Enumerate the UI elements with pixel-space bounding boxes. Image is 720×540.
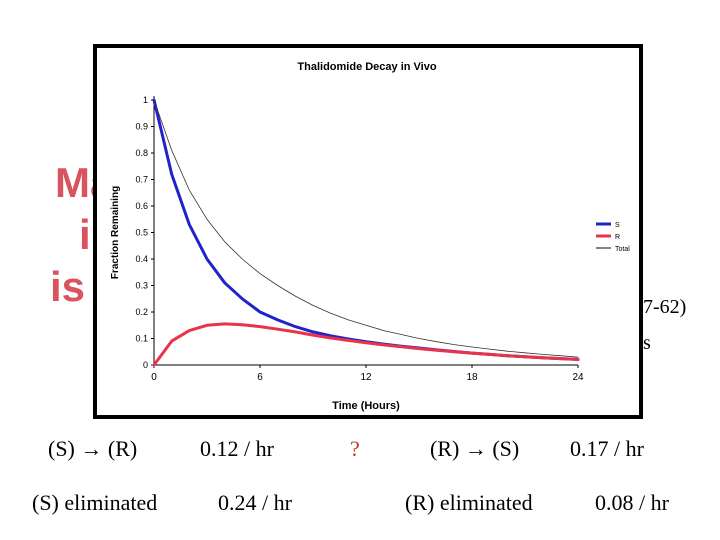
- s-to-r-label: (S) → (R): [48, 436, 138, 461]
- r-to-s-label: (R) → (S): [430, 436, 520, 461]
- reference-fragment: 7-62): [643, 296, 687, 318]
- x-axis-label: Time (Hours): [332, 400, 400, 412]
- y-tick-label: 1: [143, 95, 148, 105]
- s-eliminated-rate: 0.24 / hr: [218, 490, 292, 515]
- x-tick-label: 0: [151, 372, 157, 383]
- chart-panel: 0 0.1 0.2 0.3 0.4 0.5 0.6 0.7 0.8 0.9 1 0 6 12 18 24 Tha…: [97, 48, 639, 415]
- y-tick-label: 0: [143, 360, 148, 370]
- y-tick-label: 0.3: [135, 281, 148, 291]
- legend-label-s: S: [615, 222, 620, 229]
- text-fragment: s: [643, 332, 651, 354]
- y-tick-label: 0.1: [135, 334, 148, 344]
- legend-label-total: Total: [615, 246, 630, 253]
- y-tick-label: 0.7: [135, 175, 148, 185]
- chart-title: Thalidomide Decay in Vivo: [297, 61, 436, 73]
- decay-chart: 0 0.1 0.2 0.3 0.4 0.5 0.6 0.7 0.8 0.9 1 0 6 12 18 24 Tha…: [110, 61, 630, 412]
- chart-frame: 0 0.1 0.2 0.3 0.4 0.5 0.6 0.7 0.8 0.9 1 0 6 12 18 24 Tha…: [93, 44, 643, 419]
- x-tick-label: 18: [466, 372, 478, 383]
- slide-title-fragment-2: i: [79, 211, 91, 258]
- y-tick-label: 0.5: [135, 228, 148, 238]
- question-mark: ?: [350, 436, 360, 461]
- series-line-r: [152, 322, 580, 367]
- series-layer: [152, 98, 580, 367]
- r-eliminated-rate: 0.08 / hr: [595, 490, 669, 515]
- y-tick-label: 0.2: [135, 307, 148, 317]
- s-eliminated-label: (S) eliminated: [32, 490, 158, 515]
- series-line-s: [152, 98, 580, 361]
- y-tick-label: 0.8: [135, 148, 148, 158]
- s-to-r-rate: 0.12 / hr: [200, 436, 274, 461]
- grid-layer: [151, 96, 579, 368]
- text-layer: 0 0.1 0.2 0.3 0.4 0.5 0.6 0.7 0.8 0.9 1 0 6 12 18 24 Tha…: [110, 61, 630, 412]
- x-tick-label: 6: [257, 372, 263, 383]
- x-tick-label: 24: [572, 372, 584, 383]
- r-to-s-rate: 0.17 / hr: [570, 436, 644, 461]
- x-tick-label: 12: [360, 372, 372, 383]
- y-tick-label: 0.9: [135, 122, 148, 132]
- y-axis-label: Fraction Remaining: [110, 186, 121, 279]
- y-tick-label: 0.6: [135, 201, 148, 211]
- slide-title-fragment-3: is: [50, 263, 86, 310]
- r-eliminated-label: (R) eliminated: [405, 490, 533, 515]
- y-tick-label: 0.4: [135, 254, 148, 264]
- legend-label-r: R: [615, 234, 620, 241]
- series-line-total: [153, 99, 579, 358]
